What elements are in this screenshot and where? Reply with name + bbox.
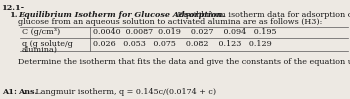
Text: Equilibrium Isotherm for Glucose Adsorption.: Equilibrium Isotherm for Glucose Adsorpt… bbox=[18, 11, 225, 19]
Text: Equilibrium isotherm data for adsorption of: Equilibrium isotherm data for adsorption… bbox=[175, 11, 350, 19]
Text: alumina): alumina) bbox=[22, 46, 58, 54]
Text: 0.026   0.053   0.075    0.082    0.123   0.129: 0.026 0.053 0.075 0.082 0.123 0.129 bbox=[93, 40, 272, 48]
Text: q (g solute/g: q (g solute/g bbox=[22, 40, 73, 48]
Text: C (g/cm³): C (g/cm³) bbox=[22, 29, 60, 37]
Text: 12.1-: 12.1- bbox=[2, 4, 25, 12]
Text: glucose from an aqueous solution to activated alumina are as follows (H3):: glucose from an aqueous solution to acti… bbox=[18, 18, 322, 26]
Text: 1.: 1. bbox=[10, 11, 19, 19]
Text: Langmuir isotherm, q = 0.145c/(0.0174 + c): Langmuir isotherm, q = 0.145c/(0.0174 + … bbox=[33, 88, 216, 96]
Text: A1:: A1: bbox=[2, 88, 17, 96]
Text: Ans.: Ans. bbox=[18, 88, 37, 96]
Text: 0.0040  0.0087  0.019    0.027    0.094   0.195: 0.0040 0.0087 0.019 0.027 0.094 0.195 bbox=[93, 29, 276, 37]
Text: Determine the isotherm that fits the data and give the constants of the equation: Determine the isotherm that fits the dat… bbox=[18, 58, 350, 66]
